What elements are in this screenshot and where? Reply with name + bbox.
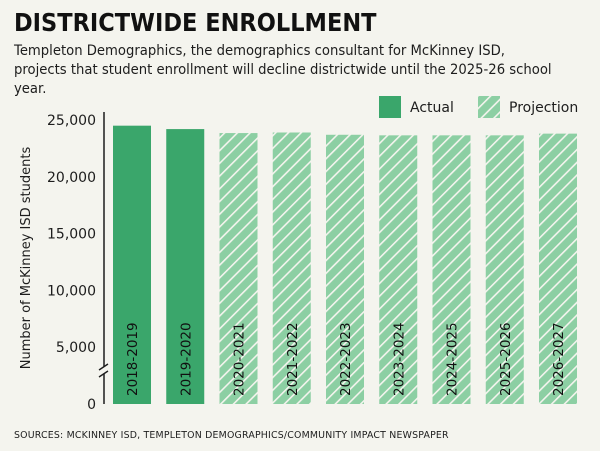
bar-category-label: 2024-2025	[445, 322, 461, 396]
bar-category-label: 2022-2023	[338, 322, 354, 396]
bar-2018-2019	[113, 125, 151, 405]
bar-category-label: 2020-2021	[232, 322, 248, 396]
bars: 2018-2019 2019-2020 2020-2021 2021-2022 2022…	[113, 125, 577, 405]
legend-label-actual: Actual	[410, 100, 454, 116]
y-tick-label: 20,000	[47, 170, 96, 186]
bar-2023-2024	[379, 135, 418, 404]
chart-legend: Actual Projection	[379, 96, 578, 118]
chart-subtitle: Templeton Demographics, the demographics…	[14, 43, 552, 97]
y-axis-label: Number of McKinney ISD students	[19, 147, 34, 370]
bar-category-label: 2021-2022	[285, 322, 301, 396]
source-note: SOURCES: MCKINNEY ISD, TEMPLETON DEMOGRA…	[14, 430, 449, 441]
bar-chart: Actual Projection 0 5,000 10,000 15,000 20,00…	[19, 96, 578, 413]
y-tick-label: 25,000	[47, 113, 96, 129]
bar-category-label: 2018-2019	[125, 322, 141, 396]
bar-category-label: 2025-2026	[498, 322, 514, 396]
bar-2019-2020	[166, 129, 205, 404]
axis-break-marker	[98, 363, 109, 378]
bar-2022-2023	[326, 134, 364, 404]
bar-2026-2027	[539, 133, 577, 404]
legend-swatch-projection	[478, 96, 500, 118]
y-tick-label: 0	[87, 397, 96, 413]
bar-2021-2022	[272, 132, 311, 404]
axis-break-gap	[98, 367, 110, 374]
y-axis: 0 5,000 10,000 15,000 20,000 25,000 Number of …	[19, 112, 110, 413]
bar-category-label: 2026-2027	[551, 322, 567, 396]
chart-title: DISTRICTWIDE ENROLLMENT	[14, 8, 377, 37]
y-tick-label: 10,000	[47, 283, 96, 299]
bar-category-label: 2019-2020	[178, 322, 194, 396]
bar-2025-2026	[485, 135, 524, 404]
bar-2024-2025	[432, 135, 471, 404]
y-tick-label: 5,000	[56, 340, 96, 356]
y-tick-label: 15,000	[47, 227, 96, 243]
bar-category-label: 2023-2024	[391, 322, 407, 396]
legend-label-projection: Projection	[509, 100, 578, 116]
legend-swatch-actual	[379, 96, 401, 118]
bar-2020-2021	[219, 133, 258, 404]
